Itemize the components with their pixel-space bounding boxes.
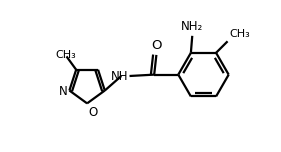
Text: NH₂: NH₂ [181,20,203,33]
Text: O: O [89,106,98,119]
Text: O: O [151,39,162,52]
Text: NH: NH [111,69,128,83]
Text: CH₃: CH₃ [229,29,250,39]
Text: N: N [58,85,67,98]
Text: CH₃: CH₃ [55,50,76,60]
